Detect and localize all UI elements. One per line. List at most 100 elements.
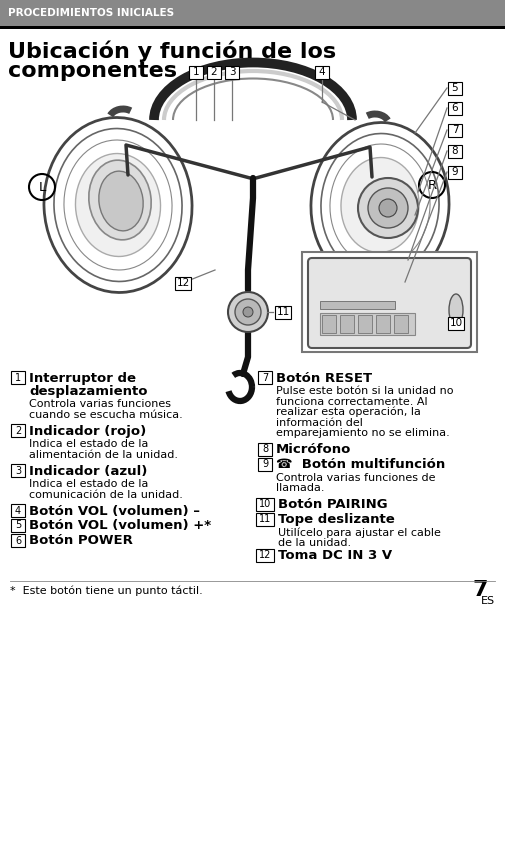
Circle shape xyxy=(228,292,268,332)
Text: Controla varias funciones de: Controla varias funciones de xyxy=(276,473,435,483)
Bar xyxy=(258,371,272,384)
Bar xyxy=(448,316,464,330)
Text: 3: 3 xyxy=(229,67,235,77)
Bar xyxy=(315,65,329,78)
Text: funciona correctamente. Al: funciona correctamente. Al xyxy=(276,396,428,406)
Text: 3: 3 xyxy=(15,466,21,475)
Text: Controla varias funciones: Controla varias funciones xyxy=(29,399,171,409)
Text: Botón POWER: Botón POWER xyxy=(29,535,133,547)
Circle shape xyxy=(368,188,408,228)
Text: 2: 2 xyxy=(211,67,217,77)
Text: llamada.: llamada. xyxy=(276,483,325,493)
Text: 7: 7 xyxy=(473,581,488,600)
Text: 1: 1 xyxy=(193,67,199,77)
Text: R: R xyxy=(427,178,436,191)
Text: Indicador (rojo): Indicador (rojo) xyxy=(29,424,146,438)
Text: *  Este botón tiene un punto táctil.: * Este botón tiene un punto táctil. xyxy=(10,586,203,596)
Bar xyxy=(11,371,25,384)
Bar xyxy=(256,497,274,511)
Text: comunicación de la unidad.: comunicación de la unidad. xyxy=(29,490,183,500)
Text: 6: 6 xyxy=(15,536,21,546)
Text: 1: 1 xyxy=(15,372,21,382)
Text: Micrófono: Micrófono xyxy=(276,443,351,456)
Text: Indica el estado de la: Indica el estado de la xyxy=(29,439,148,449)
Circle shape xyxy=(379,199,397,217)
Text: 5: 5 xyxy=(15,520,21,530)
Text: alimentación de la unidad.: alimentación de la unidad. xyxy=(29,450,178,460)
Ellipse shape xyxy=(99,171,143,231)
Bar xyxy=(320,301,395,309)
Text: Ubicación y función de los: Ubicación y función de los xyxy=(8,40,336,61)
Bar xyxy=(448,144,462,157)
Ellipse shape xyxy=(75,154,161,257)
Bar xyxy=(11,534,25,547)
Bar xyxy=(358,315,372,333)
Bar xyxy=(258,457,272,471)
Bar xyxy=(11,464,25,477)
Bar xyxy=(258,443,272,456)
Text: Botón VOL (volumen) +*: Botón VOL (volumen) +* xyxy=(29,519,211,532)
Text: Pulse este botón si la unidad no: Pulse este botón si la unidad no xyxy=(276,386,453,396)
Text: 9: 9 xyxy=(262,459,268,469)
Text: 8: 8 xyxy=(262,444,268,454)
Bar xyxy=(322,315,336,333)
Ellipse shape xyxy=(89,160,151,240)
Circle shape xyxy=(243,307,253,317)
Text: 6: 6 xyxy=(451,103,459,113)
Text: Toma DC IN 3 V: Toma DC IN 3 V xyxy=(278,549,392,562)
Circle shape xyxy=(235,299,261,325)
Text: 2: 2 xyxy=(15,426,21,435)
Text: realizar esta operación, la: realizar esta operación, la xyxy=(276,407,421,417)
Text: Botón PAIRING: Botón PAIRING xyxy=(278,498,388,511)
Bar xyxy=(448,166,462,178)
Bar xyxy=(175,276,191,290)
Text: ☎  Botón multifunción: ☎ Botón multifunción xyxy=(276,458,445,471)
Bar xyxy=(0,0,505,26)
Bar xyxy=(11,504,25,517)
Text: 12: 12 xyxy=(176,278,189,288)
Bar xyxy=(225,65,239,78)
Bar xyxy=(275,305,291,319)
Text: emparejamiento no se elimina.: emparejamiento no se elimina. xyxy=(276,428,450,438)
Text: de la unidad.: de la unidad. xyxy=(278,538,351,548)
Bar xyxy=(11,519,25,532)
Text: 9: 9 xyxy=(451,167,459,177)
Text: 8: 8 xyxy=(451,146,459,156)
Bar xyxy=(320,313,415,335)
Text: Indicador (azul): Indicador (azul) xyxy=(29,464,147,478)
Text: 4: 4 xyxy=(319,67,325,77)
Text: 4: 4 xyxy=(15,506,21,515)
Text: Tope deslizante: Tope deslizante xyxy=(278,513,395,526)
Text: 11: 11 xyxy=(276,307,290,317)
Ellipse shape xyxy=(341,157,419,252)
Text: ES: ES xyxy=(481,597,495,607)
Text: 7: 7 xyxy=(451,125,459,135)
Bar xyxy=(11,424,25,437)
Bar xyxy=(256,513,274,525)
Circle shape xyxy=(358,178,418,238)
Bar xyxy=(207,65,221,78)
Circle shape xyxy=(382,257,388,263)
Bar xyxy=(376,315,390,333)
Text: Interruptor de: Interruptor de xyxy=(29,371,136,384)
Text: Indica el estado de la: Indica el estado de la xyxy=(29,479,148,489)
FancyBboxPatch shape xyxy=(308,258,471,348)
Text: 5: 5 xyxy=(451,83,459,93)
Bar xyxy=(340,315,354,333)
Text: 10: 10 xyxy=(449,318,463,328)
Text: Utilícelo para ajustar el cable: Utilícelo para ajustar el cable xyxy=(278,527,441,538)
Text: Botón VOL (volumen) –: Botón VOL (volumen) – xyxy=(29,505,200,518)
Text: desplazamiento: desplazamiento xyxy=(29,384,147,398)
Ellipse shape xyxy=(449,294,463,326)
Text: 11: 11 xyxy=(259,514,271,524)
Text: cuando se escucha música.: cuando se escucha música. xyxy=(29,410,183,420)
Text: L: L xyxy=(38,180,45,194)
Bar xyxy=(0,26,505,29)
Text: PROCEDIMIENTOS INICIALES: PROCEDIMIENTOS INICIALES xyxy=(8,8,174,18)
Bar xyxy=(302,252,477,352)
Bar xyxy=(189,65,203,78)
Bar xyxy=(448,101,462,115)
Text: información del: información del xyxy=(276,417,363,428)
Text: 12: 12 xyxy=(259,550,271,560)
Text: 7: 7 xyxy=(262,372,268,382)
